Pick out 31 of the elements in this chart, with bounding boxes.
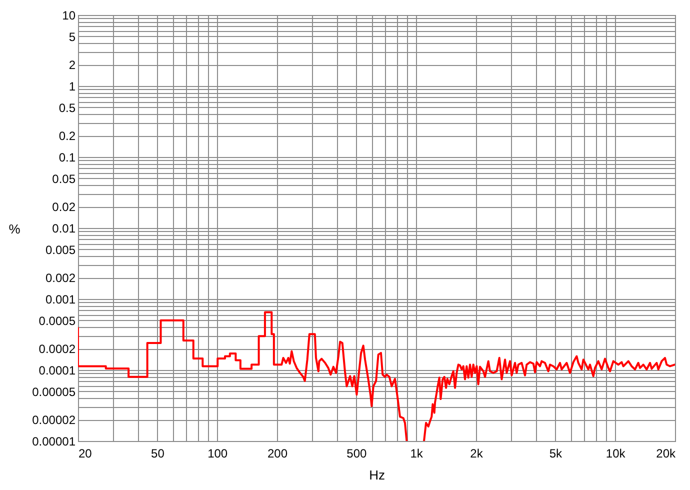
y-tick-label: 0.1: [58, 150, 76, 164]
y-tick-label: 0.00001: [32, 434, 76, 448]
x-tick-label: 500: [346, 446, 368, 460]
y-tick-label: 0.00005: [32, 384, 76, 399]
y-tick-label: 10: [62, 8, 76, 22]
y-tick-label: 0.0005: [38, 314, 76, 328]
x-tick-label: 2k: [470, 446, 484, 460]
x-tick-label: 20k: [656, 446, 676, 460]
x-tick-label: 10k: [606, 446, 626, 460]
x-tick-label: 200: [267, 446, 288, 460]
y-tick-label: 0.01: [52, 222, 76, 236]
x-axis-title: Hz: [369, 468, 385, 482]
y-tick-label: 1: [68, 80, 76, 94]
y-tick-label: 0.005: [45, 242, 76, 257]
y-tick-label: 0.002: [45, 271, 76, 286]
y-tick-label: 0.0002: [38, 342, 76, 356]
y-tick-label: 0.001: [45, 292, 76, 306]
y-tick-label: 0.5: [58, 100, 76, 115]
x-tick-label: 5k: [549, 446, 564, 460]
y-tick-label: 0.00002: [32, 413, 76, 428]
y-axis-title: %: [8, 222, 21, 236]
x-tick-label: 50: [151, 446, 165, 460]
y-tick-label: 2: [68, 58, 76, 72]
y-tick-label: 0.2: [58, 129, 76, 144]
x-tick-label: 1k: [410, 446, 424, 460]
y-tick-label: 5: [68, 30, 76, 44]
y-tick-label: 0.05: [52, 172, 76, 186]
x-tick-label: 100: [208, 446, 228, 460]
y-tick-label: 0.02: [52, 200, 76, 214]
x-tick-label: 20: [78, 446, 92, 460]
y-tick-label: 0.0001: [38, 364, 76, 378]
